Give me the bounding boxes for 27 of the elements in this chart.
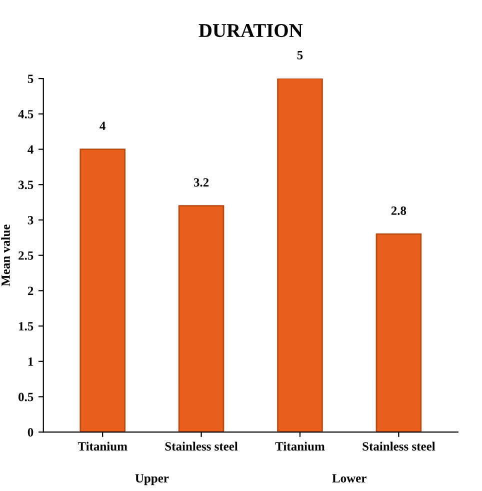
data-label: 2.8 (391, 206, 406, 215)
x-tick-label: Stainless steel (362, 442, 436, 451)
y-axis-title: Mean value (1, 224, 10, 286)
x-tick-label: Titanium (78, 442, 128, 451)
data-label: 5 (297, 51, 303, 60)
bar (277, 78, 323, 432)
x-tick-label: Titanium (275, 442, 325, 451)
y-tick-label: 1 (28, 357, 34, 366)
data-label: 4 (100, 122, 106, 130)
x-tick-label: Stainless steel (165, 442, 238, 451)
chart-title: DURATION (198, 24, 303, 38)
y-tick-label: 3 (28, 216, 34, 224)
y-tick-label: 5 (28, 74, 34, 84)
y-tick-label: 0 (28, 428, 34, 437)
bar (80, 148, 126, 432)
text: Lower (332, 474, 366, 483)
data-label: 3.2 (194, 178, 209, 187)
y-tick-label: 2.5 (18, 251, 34, 260)
bar (178, 205, 224, 432)
bar (376, 233, 422, 432)
y-tick-label: 2 (28, 286, 34, 296)
y-tick-label: 4 (28, 145, 34, 154)
text: Upper (135, 474, 169, 486)
y-tick-label: 4.5 (18, 110, 34, 118)
y-tick-label: 3.5 (18, 180, 34, 190)
y-tick-label: 0.5 (18, 392, 34, 402)
y-tick-label: 1.5 (19, 322, 34, 331)
